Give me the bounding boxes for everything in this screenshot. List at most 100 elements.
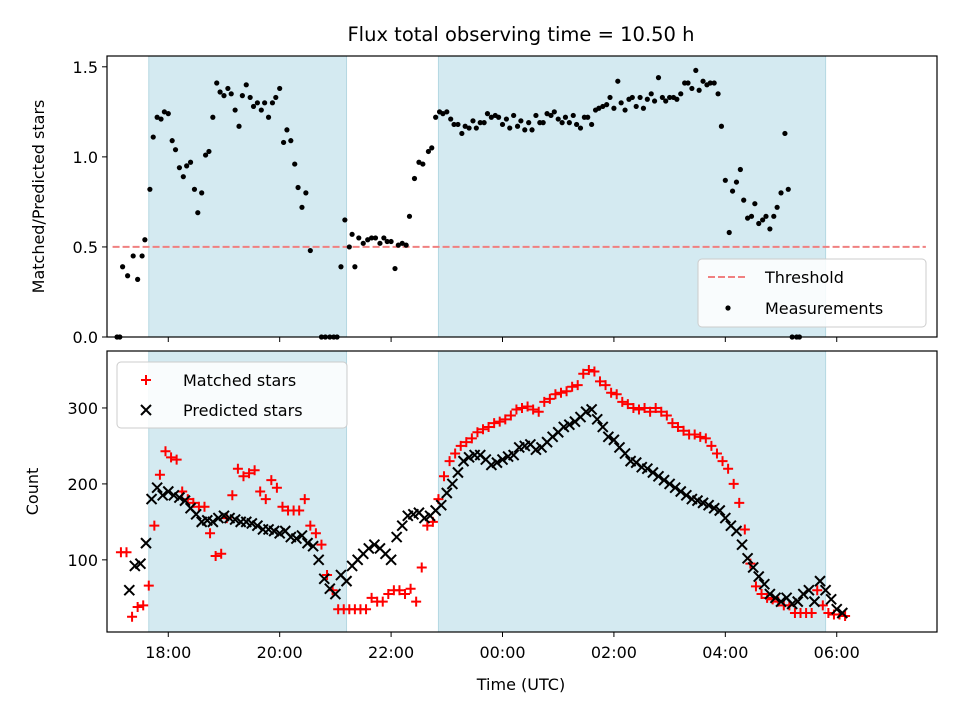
data-point (478, 424, 489, 435)
y-tick-label: 1.0 (73, 148, 98, 167)
data-point (269, 100, 276, 106)
data-point (663, 478, 676, 490)
data-point (422, 520, 433, 531)
data-point (577, 125, 584, 131)
data-point (669, 481, 681, 494)
data-point (162, 485, 174, 498)
legend: Matched stars Predicted stars (116, 361, 348, 429)
y-tick-label: 200 (67, 475, 98, 494)
data-point (689, 429, 700, 440)
data-point (647, 466, 659, 479)
data-point (656, 406, 667, 417)
data-point (511, 404, 522, 415)
data-point (135, 276, 141, 282)
data-point (365, 237, 371, 243)
data-point (273, 94, 279, 101)
data-point (455, 121, 461, 128)
data-point (648, 91, 654, 97)
data-point (748, 213, 755, 219)
data-point (251, 519, 264, 532)
data-point (640, 105, 647, 111)
legend: Threshold Measurements (697, 258, 927, 328)
data-point (728, 478, 739, 489)
legend-measurements-label: Measurements (765, 299, 883, 318)
data-point (825, 593, 837, 606)
data-point (628, 402, 639, 413)
data-point (318, 573, 330, 585)
data-point (806, 608, 817, 619)
data-point (466, 433, 477, 444)
data-point (236, 123, 242, 129)
data-point (734, 497, 745, 508)
data-point (452, 466, 464, 479)
data-point (741, 552, 754, 565)
shaded-region (148, 55, 348, 338)
data-point (466, 125, 472, 131)
data-point (661, 410, 672, 421)
data-point (573, 121, 580, 128)
data-point (500, 414, 511, 425)
data-point (400, 589, 411, 600)
data-point (396, 519, 408, 532)
data-point (130, 253, 136, 259)
data-point (416, 562, 427, 573)
shaded-region (437, 350, 827, 633)
data-point (797, 588, 810, 600)
data-point (169, 138, 175, 144)
data-point (205, 528, 216, 539)
data-point (307, 247, 313, 254)
data-point (214, 80, 220, 86)
data-point (457, 455, 470, 467)
data-point (399, 240, 405, 246)
data-point (184, 163, 190, 169)
data-point (258, 107, 264, 113)
data-point (496, 114, 502, 120)
data-point (199, 501, 210, 512)
data-point (602, 431, 615, 443)
data-point (288, 138, 294, 144)
data-point (372, 235, 379, 241)
data-point (695, 431, 706, 442)
data-point (455, 440, 466, 451)
data-point (496, 453, 509, 466)
data-point (296, 529, 308, 542)
data-point (489, 418, 500, 429)
data-point (544, 111, 550, 117)
data-point (190, 508, 202, 520)
data-point (675, 485, 687, 498)
data-point (377, 240, 383, 246)
data-point (597, 421, 609, 433)
data-point (462, 123, 468, 129)
x-tick-label: 06:00 (814, 643, 860, 662)
data-point (782, 130, 788, 137)
data-point (522, 127, 528, 133)
data-point (812, 585, 823, 596)
data-point (719, 512, 732, 524)
data-point (172, 147, 179, 153)
data-point (760, 217, 766, 223)
data-point (561, 386, 572, 397)
bottom-panel: 100 200 300 18:00 20:00 22:00 00:00 02:00 04:00 0… (23, 350, 938, 662)
data-point (470, 118, 476, 124)
data-point (803, 584, 815, 596)
data-point (142, 237, 148, 243)
data-point (775, 595, 787, 608)
data-point (206, 148, 212, 155)
data-point (384, 238, 390, 245)
data-point (385, 554, 397, 566)
data-point (381, 235, 387, 241)
legend-matched-swatch (141, 375, 151, 385)
data-point (360, 240, 366, 246)
data-point (529, 127, 535, 133)
data-point (572, 380, 583, 391)
data-point (733, 179, 740, 185)
data-point (161, 109, 167, 115)
legend-matched-label: Matched stars (183, 371, 296, 390)
data-point (544, 393, 555, 404)
data-point (210, 551, 221, 562)
data-point (134, 557, 147, 570)
data-point (792, 595, 804, 608)
data-point (411, 175, 418, 182)
data-point (596, 105, 602, 111)
data-point (472, 427, 483, 438)
